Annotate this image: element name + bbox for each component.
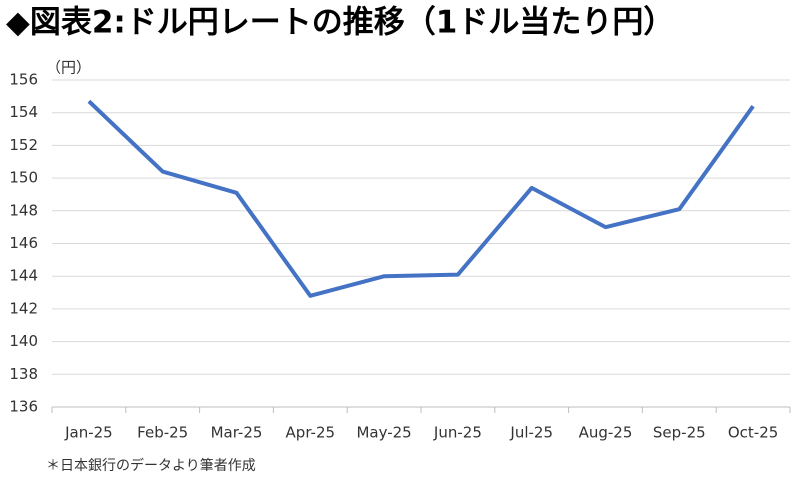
y-tick-label: 136 <box>9 398 38 416</box>
x-tick-label: Sep-25 <box>653 424 706 442</box>
x-tick-label: Aug-25 <box>579 424 633 442</box>
y-tick-label: 144 <box>9 267 38 285</box>
x-tick-label: May-25 <box>356 424 411 442</box>
y-tick-label: 152 <box>9 136 38 154</box>
x-tick-label: Jul-25 <box>509 424 553 442</box>
x-tick-label: Jun-25 <box>433 424 482 442</box>
x-tick-label: Mar-25 <box>211 424 263 442</box>
y-tick-label: 146 <box>9 234 38 252</box>
x-tick-label: Apr-25 <box>286 424 336 442</box>
x-tick-label: Feb-25 <box>137 424 188 442</box>
x-tick-label: Jan-25 <box>64 424 113 442</box>
y-tick-label: 142 <box>9 299 38 317</box>
y-tick-label: 154 <box>9 103 38 121</box>
data-line <box>87 99 755 298</box>
y-tick-label: 156 <box>9 71 38 89</box>
chart-title: ◆図表2:ドル円レートの推移（1ドル当たり円） <box>6 5 674 41</box>
x-tick-label: Oct-25 <box>728 424 778 442</box>
source-note: ＊日本銀行のデータより筆者作成 <box>46 457 256 474</box>
y-tick-label: 148 <box>9 201 38 219</box>
y-tick-label: 138 <box>9 365 38 383</box>
y-tick-label: 140 <box>9 332 38 350</box>
y-axis-unit: （円） <box>46 59 91 77</box>
y-tick-label: 150 <box>9 169 38 187</box>
